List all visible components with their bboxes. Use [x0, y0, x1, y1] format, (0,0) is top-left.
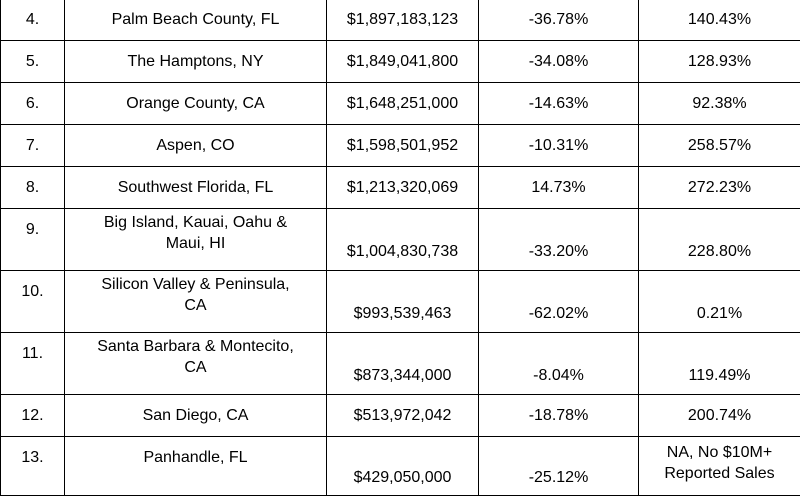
table-row: 4. Palm Beach County, FL $1,897,183,123 …: [0, 0, 800, 41]
market-name-line: Santa Barbara & Montecito,: [97, 338, 294, 355]
table-row: 7. Aspen, CO $1,598,501,952 -10.31% 258.…: [0, 124, 800, 167]
sales-volume-cell: $1,849,041,800: [326, 40, 479, 83]
change-cell: -62.02%: [478, 270, 639, 333]
change-cell: -25.12%: [478, 436, 639, 496]
market-name-line: Silicon Valley & Peninsula,: [101, 276, 290, 293]
market-name-line: Big Island, Kauai, Oahu &: [103, 214, 288, 231]
market-cell: Silicon Valley & Peninsula, CA: [64, 270, 327, 333]
rank-cell: 4.: [0, 0, 65, 41]
sales-volume-cell: $1,004,830,738: [326, 208, 479, 271]
rank-cell: 9.: [0, 208, 65, 271]
change-cell: -10.31%: [478, 124, 639, 167]
sales-volume-cell: $1,213,320,069: [326, 166, 479, 209]
change-note-line: NA, No $10M+: [666, 444, 773, 461]
change-cell: -34.08%: [478, 40, 639, 83]
market-cell: Santa Barbara & Montecito, CA: [64, 332, 327, 395]
rank-cell: 10.: [0, 270, 65, 333]
market-cell: Orange County, CA: [64, 82, 327, 125]
change-cell: -14.63%: [478, 82, 639, 125]
rank-cell: 5.: [0, 40, 65, 83]
change-cell: NA, No $10M+ Reported Sales: [638, 436, 800, 496]
change-note-line: Reported Sales: [664, 465, 775, 482]
table-row: 5. The Hamptons, NY $1,849,041,800 -34.0…: [0, 40, 800, 83]
change-cell: 272.23%: [638, 166, 800, 209]
rank-cell: 8.: [0, 166, 65, 209]
change-cell: 14.73%: [478, 166, 639, 209]
market-cell: Aspen, CO: [64, 124, 327, 167]
market-cell: San Diego, CA: [64, 394, 327, 437]
market-name-line: CA: [184, 359, 207, 376]
table-row: 12. San Diego, CA $513,972,042 -18.78% 2…: [0, 394, 800, 437]
table-row: 13. Panhandle, FL $429,050,000 -25.12% N…: [0, 436, 800, 496]
sales-volume-cell: $993,539,463: [326, 270, 479, 333]
change-cell: 140.43%: [638, 0, 800, 41]
sales-volume-cell: $429,050,000: [326, 436, 479, 496]
change-cell: 119.49%: [638, 332, 800, 395]
rank-cell: 13.: [0, 436, 65, 496]
table-row: 9. Big Island, Kauai, Oahu & Maui, HI $1…: [0, 208, 800, 271]
market-name-line: CA: [184, 297, 207, 314]
change-cell: -8.04%: [478, 332, 639, 395]
change-cell: 228.80%: [638, 208, 800, 271]
rank-cell: 12.: [0, 394, 65, 437]
rank-cell: 7.: [0, 124, 65, 167]
change-cell: 92.38%: [638, 82, 800, 125]
change-cell: 200.74%: [638, 394, 800, 437]
sales-volume-cell: $1,897,183,123: [326, 0, 479, 41]
table-row: 11. Santa Barbara & Montecito, CA $873,3…: [0, 332, 800, 395]
sales-volume-cell: $1,648,251,000: [326, 82, 479, 125]
market-cell: Panhandle, FL: [64, 436, 327, 496]
market-cell: Big Island, Kauai, Oahu & Maui, HI: [64, 208, 327, 271]
table-row: 10. Silicon Valley & Peninsula, CA $993,…: [0, 270, 800, 333]
table-row: 8. Southwest Florida, FL $1,213,320,069 …: [0, 166, 800, 209]
sales-volume-cell: $513,972,042: [326, 394, 479, 437]
market-cell: Palm Beach County, FL: [64, 0, 327, 41]
change-cell: -33.20%: [478, 208, 639, 271]
sales-volume-cell: $1,598,501,952: [326, 124, 479, 167]
market-name-line: Maui, HI: [165, 235, 226, 252]
rank-cell: 11.: [0, 332, 65, 395]
change-cell: 128.93%: [638, 40, 800, 83]
change-cell: 0.21%: [638, 270, 800, 333]
market-cell: Southwest Florida, FL: [64, 166, 327, 209]
sales-volume-cell: $873,344,000: [326, 332, 479, 395]
market-cell: The Hamptons, NY: [64, 40, 327, 83]
table-row: 6. Orange County, CA $1,648,251,000 -14.…: [0, 82, 800, 125]
change-cell: -18.78%: [478, 394, 639, 437]
rank-cell: 6.: [0, 82, 65, 125]
change-cell: 258.57%: [638, 124, 800, 167]
change-cell: -36.78%: [478, 0, 639, 41]
